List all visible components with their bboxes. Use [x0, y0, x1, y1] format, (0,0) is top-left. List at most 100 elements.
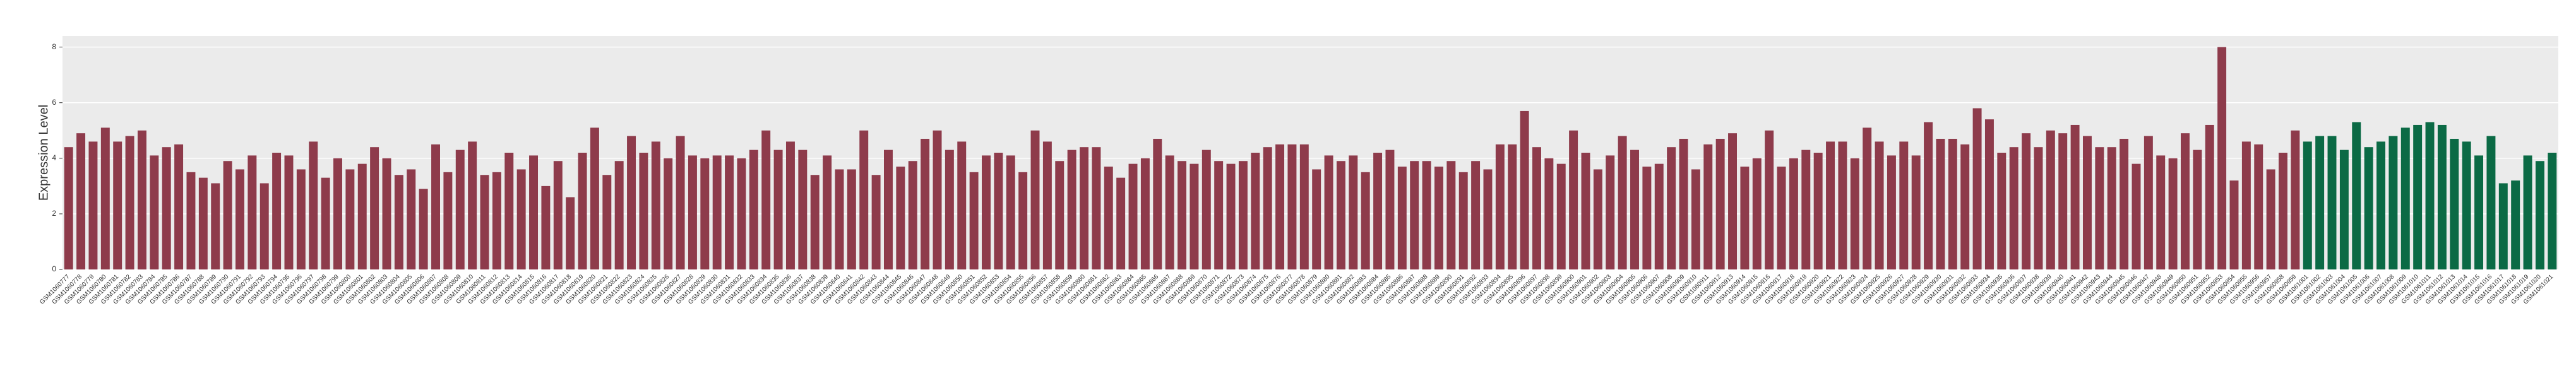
bar [2486, 136, 2496, 269]
bar [2009, 147, 2018, 269]
bar [1850, 158, 1859, 269]
bar [957, 141, 967, 269]
bar [2523, 155, 2532, 269]
bar [2022, 133, 2031, 269]
bar [1838, 141, 1847, 269]
bar [1556, 163, 1566, 269]
bar [541, 186, 551, 269]
bar [1275, 144, 1285, 269]
bar [1483, 169, 1493, 269]
bar [773, 150, 783, 269]
bar [2437, 124, 2447, 269]
bar [761, 130, 771, 269]
bar [933, 130, 942, 269]
bar [798, 150, 808, 269]
bar [1361, 172, 1370, 269]
bar [443, 172, 453, 269]
bar [76, 133, 86, 269]
bar [1789, 158, 1798, 269]
bar [1569, 130, 1578, 269]
bar [1997, 153, 2007, 269]
panel-background [63, 36, 2558, 269]
bar [1544, 158, 1554, 269]
bar [1801, 150, 1811, 269]
bar [982, 155, 991, 269]
bar [1679, 138, 1688, 269]
bar [871, 175, 881, 269]
bar [2107, 147, 2116, 269]
bar [2095, 147, 2104, 269]
bar [1972, 108, 1982, 269]
bar [1153, 138, 1162, 269]
bar [162, 147, 171, 269]
bar [2181, 133, 2190, 269]
bar [1581, 153, 1590, 269]
bar [725, 155, 734, 269]
bar [835, 169, 844, 269]
bar [1813, 153, 1823, 269]
bar [1508, 144, 1517, 269]
bar [2034, 147, 2043, 269]
bar [100, 127, 110, 269]
bar [1349, 155, 1358, 269]
bar [394, 175, 403, 269]
bar [1312, 169, 1321, 269]
bar [1226, 163, 1236, 269]
bar [1520, 110, 1529, 269]
bar [1703, 144, 1713, 269]
y-tick-label: 2 [52, 209, 56, 218]
bar [2217, 47, 2227, 269]
bar [969, 172, 979, 269]
bar [908, 161, 917, 269]
bar [700, 158, 710, 269]
bar [2364, 147, 2373, 269]
bar [1042, 141, 1052, 269]
bar [1863, 127, 1872, 269]
bar [2511, 180, 2520, 269]
bar [1728, 133, 1737, 269]
bar [150, 155, 159, 269]
bar [627, 136, 636, 269]
bar [529, 155, 539, 269]
bar [566, 197, 575, 269]
bar [994, 153, 1003, 269]
bar [1104, 167, 1113, 269]
bar [198, 177, 208, 269]
bar [2266, 169, 2275, 269]
bar [859, 130, 869, 269]
bar [945, 150, 954, 269]
bar [749, 150, 758, 269]
bar [553, 161, 563, 269]
bar [1740, 167, 1750, 269]
bar [2144, 136, 2153, 269]
bar [1532, 147, 1541, 269]
bar [516, 169, 526, 269]
bar [2156, 155, 2166, 269]
bar [1128, 163, 1138, 269]
bar [2070, 124, 2080, 269]
bar [2450, 138, 2459, 269]
bar [1006, 155, 1015, 269]
bar [1752, 158, 1762, 269]
bar [1397, 167, 1407, 269]
bar [455, 150, 465, 269]
bar [2462, 141, 2471, 269]
bar [137, 130, 146, 269]
bar [1190, 163, 1199, 269]
bar [1116, 177, 1126, 269]
bar [1924, 122, 1933, 269]
bar [921, 138, 930, 269]
bar [1654, 163, 1664, 269]
bar [1642, 167, 1652, 269]
bar [1067, 150, 1076, 269]
bar [578, 153, 587, 269]
bar [1287, 144, 1297, 269]
bar [1030, 130, 1040, 269]
bar [1263, 147, 1272, 269]
bar [2339, 150, 2349, 269]
bar [664, 158, 673, 269]
bar [125, 136, 134, 269]
bar [1373, 153, 1383, 269]
bar [1826, 141, 1835, 269]
